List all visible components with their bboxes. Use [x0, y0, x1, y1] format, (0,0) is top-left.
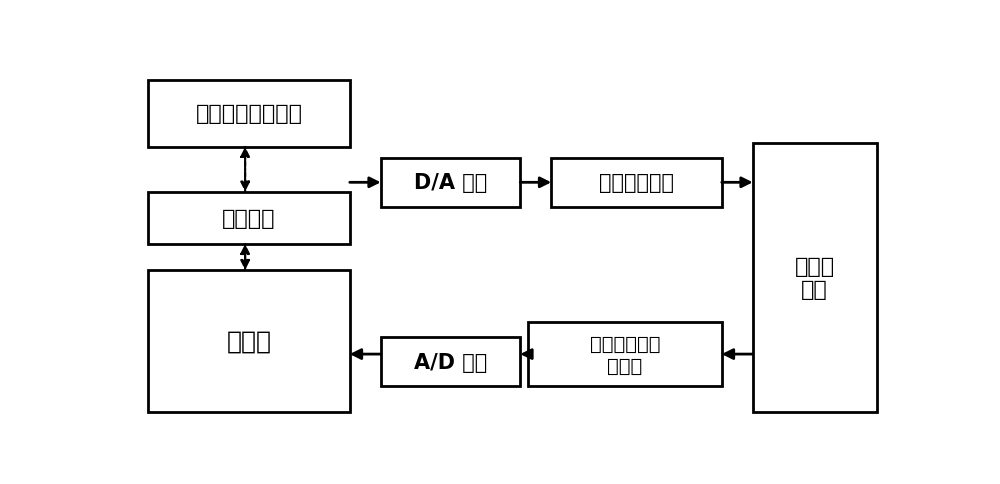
Bar [148, 80, 350, 148]
Bar [148, 192, 350, 244]
Text: 串口通讯: 串口通讯 [222, 208, 276, 228]
Bar [551, 159, 722, 207]
Text: 计算机（上位机）: 计算机（上位机） [196, 104, 302, 124]
Text: 位置敏感探测
器电路: 位置敏感探测 器电路 [590, 334, 660, 375]
Text: D/A 转换: D/A 转换 [414, 173, 487, 193]
Text: A/D 转换: A/D 转换 [414, 352, 487, 372]
Text: 处理机: 处理机 [226, 329, 272, 353]
Text: 高速倾
斜镜: 高速倾 斜镜 [795, 257, 835, 300]
Text: 直流高压放大: 直流高压放大 [599, 173, 674, 193]
Bar [528, 323, 722, 386]
Bar [381, 159, 520, 207]
Bar [148, 271, 350, 412]
Bar [381, 338, 520, 386]
Bar [753, 144, 877, 412]
